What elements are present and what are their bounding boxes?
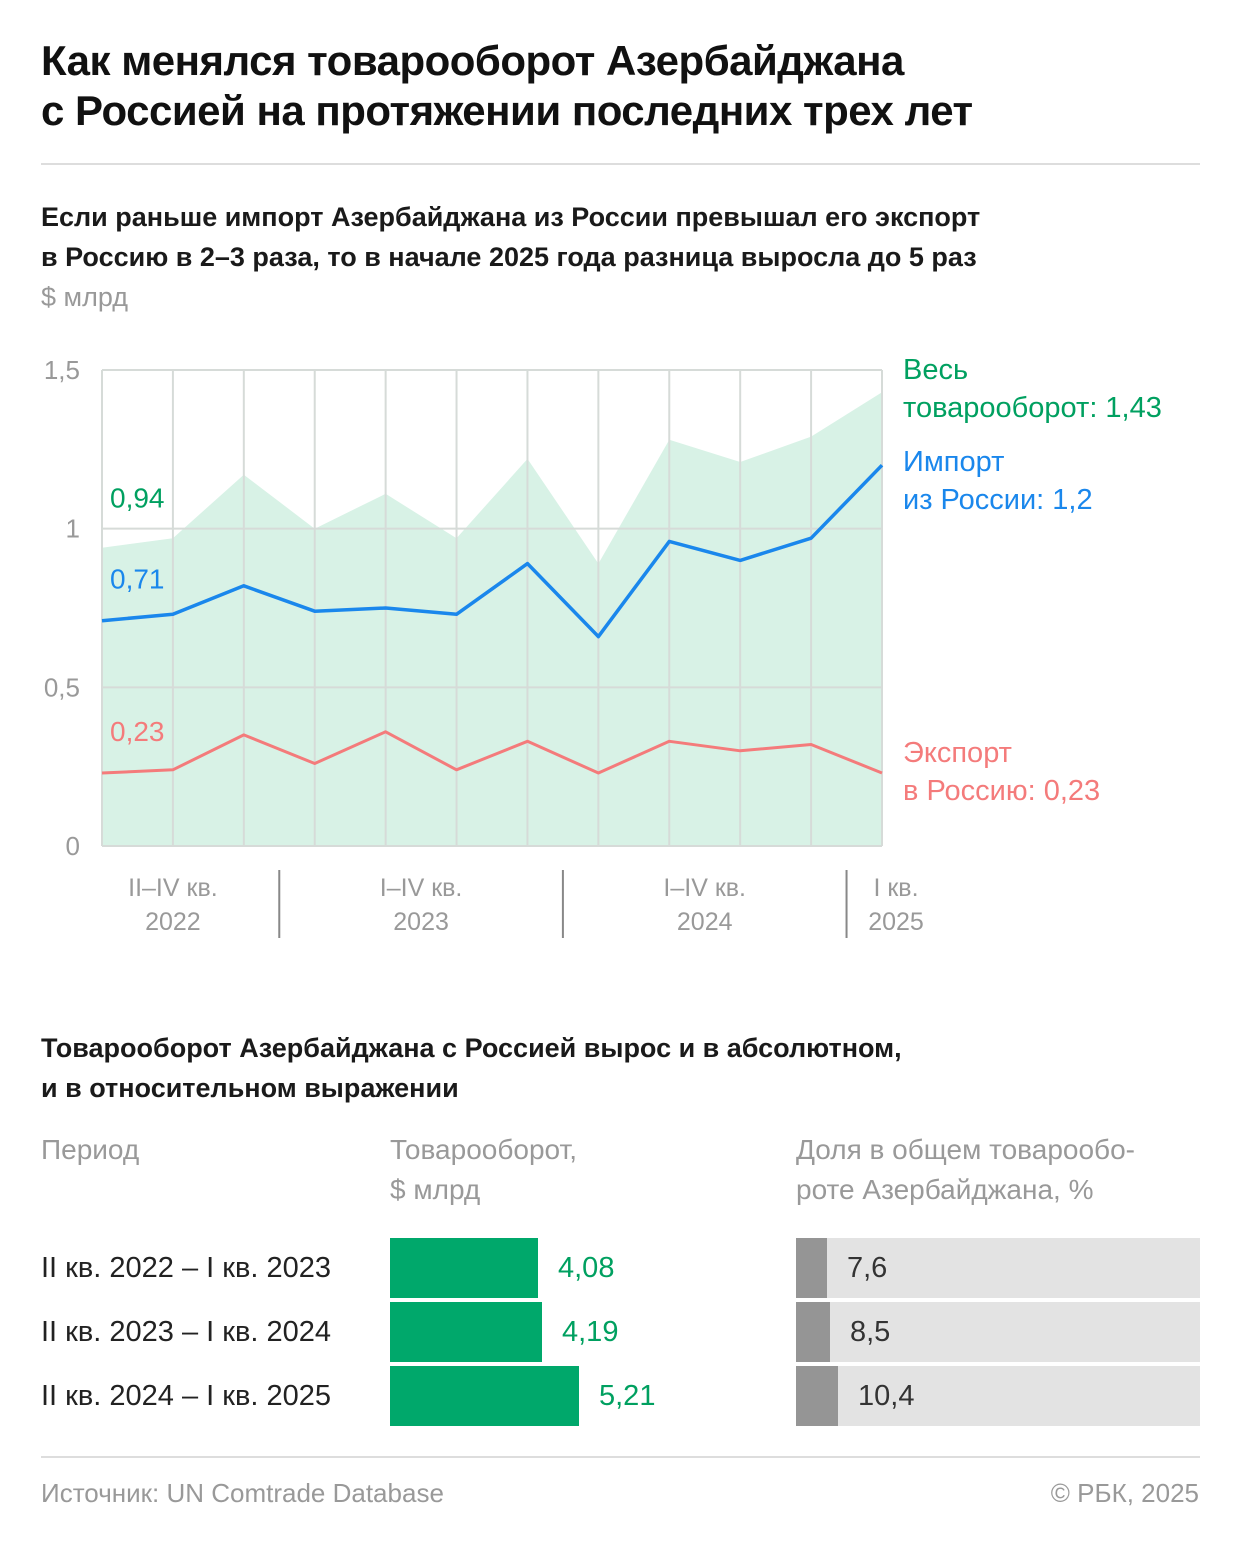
share-bar <box>796 1238 827 1298</box>
y-tick-label-2: 0,5 <box>44 672 80 702</box>
end-label-import-line-2: из России: 1,2 <box>903 484 1093 516</box>
x-group-label-2-line-2: 2023 <box>393 908 449 936</box>
share-value: 8,5 <box>850 1316 891 1348</box>
footer-divider <box>41 1456 1200 1458</box>
table-title-line-2: и в относительном выражении <box>41 1073 459 1103</box>
copyright-note: © РБК, 2025 <box>1050 1478 1199 1508</box>
share-value: 7,6 <box>847 1252 888 1284</box>
series-area-total-turnover <box>102 392 882 846</box>
row-period-label: II кв. 2024 – I кв. 2025 <box>41 1380 331 1412</box>
share-bar-track <box>796 1238 1200 1298</box>
y-tick-label-1: 0 <box>66 831 80 861</box>
x-group-label-4-line-2: 2025 <box>868 908 924 936</box>
turnover-value: 4,19 <box>562 1316 619 1348</box>
row-period-label: II кв. 2022 – I кв. 2023 <box>41 1252 331 1284</box>
share-bar <box>796 1366 838 1426</box>
turnover-bar <box>390 1238 538 1298</box>
y-tick-label-3: 1 <box>66 514 80 544</box>
table-title: Товарооборот Азербайджана с Россией выро… <box>41 1028 1201 1108</box>
y-tick-label-4: 1,5 <box>44 355 80 385</box>
turnover-bar <box>390 1366 579 1426</box>
page-title: Как менялся товарооборот Азербайджана с … <box>41 36 1201 136</box>
column-header-turnover-line-2: $ млрд <box>390 1174 481 1205</box>
turnover-value: 4,08 <box>558 1252 615 1284</box>
turnover-value: 5,21 <box>599 1380 656 1412</box>
source-note: Источник: UN Comtrade Database <box>41 1478 444 1508</box>
share-bar-track <box>796 1366 1200 1426</box>
x-group-label-2-line-1: I–IV кв. <box>380 874 463 902</box>
x-group-label-1-line-2: 2022 <box>145 908 201 936</box>
start-label-total-turnover: 0,94 <box>110 483 165 514</box>
start-label-import: 0,71 <box>110 564 165 595</box>
title-divider <box>41 163 1200 165</box>
table-row: II кв. 2024 – I кв. 2025 5,21 10,4 <box>0 1366 1240 1426</box>
table-row: II кв. 2022 – I кв. 2023 4,08 7,6 <box>0 1238 1240 1298</box>
chart-subtitle-line-2: в Россию в 2–3 раза, то в начале 2025 го… <box>41 242 977 272</box>
x-group-label-4-line-1: I кв. <box>873 874 918 902</box>
trade-chart: 0 0,5 1 1,5 0,94 0,71 0,23 Весь товарооборот: 1,… <box>44 354 1162 938</box>
row-period-label: II кв. 2023 – I кв. 2024 <box>41 1316 331 1348</box>
column-header-period: Период <box>41 1134 140 1165</box>
column-header-share: Доля в общем товарообо- роте Азербайджан… <box>796 1130 1135 1210</box>
chart-subtitle-line-1: Если раньше импорт Азербайджана из Росси… <box>41 202 981 232</box>
end-label-total-turnover-line-1: Весь <box>903 354 968 386</box>
x-group-label-1-line-1: II–IV кв. <box>128 874 218 902</box>
end-label-total-turnover-line-2: товарооборот: 1,43 <box>903 392 1162 424</box>
x-group-label-3-line-2: 2024 <box>677 908 733 936</box>
table-row: II кв. 2023 – I кв. 2024 4,19 8,5 <box>0 1302 1240 1362</box>
page-title-line-2: с Россией на протяжении последних трех л… <box>41 87 973 134</box>
column-header-turnover: Товарооборот, $ млрд <box>390 1130 577 1210</box>
chart-subtitle: Если раньше импорт Азербайджана из Росси… <box>41 197 1201 277</box>
start-label-export: 0,23 <box>110 716 165 747</box>
turnover-bar <box>390 1302 542 1362</box>
share-bar <box>796 1302 830 1362</box>
x-group-label-3-line-1: I–IV кв. <box>663 874 746 902</box>
column-header-share-line-1: Доля в общем товарообо- <box>796 1134 1135 1165</box>
column-header-share-line-2: роте Азербайджана, % <box>796 1174 1094 1205</box>
share-value: 10,4 <box>858 1380 915 1412</box>
table-title-line-1: Товарооборот Азербайджана с Россией выро… <box>41 1033 902 1063</box>
end-label-export-line-2: в Россию: 0,23 <box>903 775 1100 807</box>
series-line-import <box>101 463 884 639</box>
end-label-import-line-1: Импорт <box>903 446 1004 478</box>
end-label-export-line-1: Экспорт <box>903 737 1012 769</box>
chart-unit-label: $ млрд <box>41 282 128 312</box>
column-header-turnover-line-1: Товарооборот, <box>390 1134 577 1165</box>
page-title-line-1: Как менялся товарооборот Азербайджана <box>41 37 904 84</box>
share-bar-track <box>796 1302 1200 1362</box>
series-line-export <box>101 730 883 775</box>
